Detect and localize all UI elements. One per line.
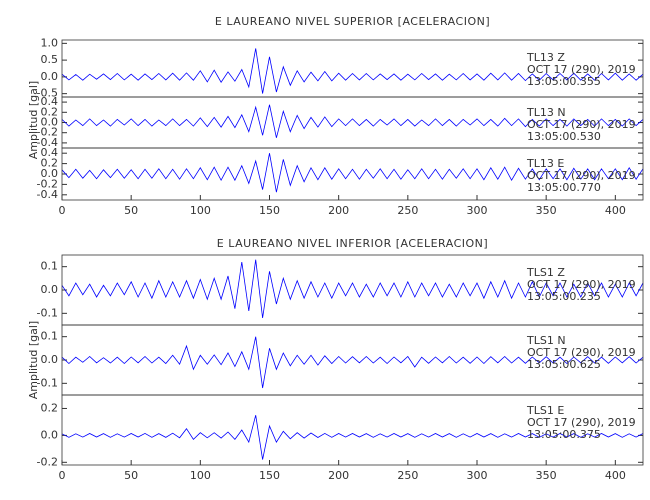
x-tick-label: 300 (467, 469, 488, 482)
y-tick-label: -0.2 (37, 177, 58, 190)
y-tick-label: 0.2 (41, 401, 59, 414)
station-label: TL13 Z (526, 51, 565, 64)
date-label: OCT 17 (290), 2019 (527, 63, 636, 76)
time-label: 13:05:00.375 (527, 428, 601, 441)
station-label: TLS1 N (526, 334, 566, 347)
waveform (61, 153, 644, 193)
y-tick-label: 0.0 (41, 283, 59, 296)
time-label: 13:05:00.625 (527, 358, 601, 371)
station-label: TL13 E (526, 157, 564, 170)
y-axis-label: Amplitud [gal] (27, 321, 40, 399)
date-label: OCT 17 (290), 2019 (527, 278, 636, 291)
x-tick-label: 50 (124, 204, 138, 217)
x-tick-label: 0 (59, 469, 66, 482)
x-tick-label: 150 (259, 469, 280, 482)
y-tick-label: -0.5 (37, 87, 58, 100)
waveform (61, 104, 644, 138)
waveform (61, 336, 644, 389)
time-label: 13:05:00.235 (527, 290, 601, 303)
date-label: OCT 17 (290), 2019 (527, 346, 636, 359)
chart-title: E LAUREANO NIVEL SUPERIOR [ACELERACION] (215, 15, 490, 28)
chart-title: E LAUREANO NIVEL INFERIOR [ACELERACION] (217, 237, 488, 250)
date-label: OCT 17 (290), 2019 (527, 169, 636, 182)
y-tick-label: 0.2 (41, 105, 59, 118)
y-tick-label: 0.0 (41, 428, 59, 441)
y-tick-label: 0.0 (41, 116, 59, 129)
y-tick-label: -0.2 (37, 455, 58, 468)
y-tick-label: 0.4 (41, 146, 59, 159)
x-tick-label: 50 (124, 469, 138, 482)
waveform (61, 48, 644, 94)
x-tick-label: 250 (397, 204, 418, 217)
x-tick-label: 350 (536, 469, 557, 482)
x-tick-label: 350 (536, 204, 557, 217)
x-tick-label: 400 (605, 469, 626, 482)
y-tick-label: 0.1 (41, 260, 59, 273)
y-tick-label: -0.1 (37, 376, 58, 389)
y-tick-label: 1.0 (41, 36, 59, 49)
y-axis-label: Amplitud [gal] (27, 81, 40, 159)
station-label: TL13 N (526, 106, 566, 119)
waveform (61, 259, 644, 319)
y-tick-label: 0.1 (41, 330, 59, 343)
y-tick-label: 0.0 (41, 70, 59, 83)
station-label: TLS1 Z (526, 266, 565, 279)
y-tick-label: 0.0 (41, 353, 59, 366)
panel-frame (61, 147, 644, 201)
x-tick-label: 150 (259, 204, 280, 217)
y-tick-label: 0.4 (41, 95, 59, 108)
x-tick-label: 400 (605, 204, 626, 217)
waveform (61, 415, 644, 460)
date-label: OCT 17 (290), 2019 (527, 118, 636, 131)
time-label: 13:05:00.770 (527, 181, 601, 194)
x-tick-label: 200 (328, 204, 349, 217)
y-tick-label: -0.1 (37, 306, 58, 319)
x-tick-label: 100 (190, 204, 211, 217)
panel-frame (61, 394, 644, 466)
x-tick-label: 250 (397, 469, 418, 482)
y-tick-label: -0.2 (37, 126, 58, 139)
y-tick-label: 0.0 (41, 167, 59, 180)
time-label: 13:05:00.355 (527, 75, 601, 88)
y-tick-label: 0.5 (41, 53, 59, 66)
x-tick-label: 200 (328, 469, 349, 482)
y-tick-label: -0.4 (37, 188, 58, 201)
x-tick-label: 300 (467, 204, 488, 217)
time-label: 13:05:00.530 (527, 130, 601, 143)
station-label: TLS1 E (526, 404, 564, 417)
x-tick-label: 0 (59, 204, 66, 217)
y-tick-label: 0.2 (41, 157, 59, 170)
x-tick-label: 100 (190, 469, 211, 482)
date-label: OCT 17 (290), 2019 (527, 416, 636, 429)
y-tick-label: -0.4 (37, 136, 58, 149)
